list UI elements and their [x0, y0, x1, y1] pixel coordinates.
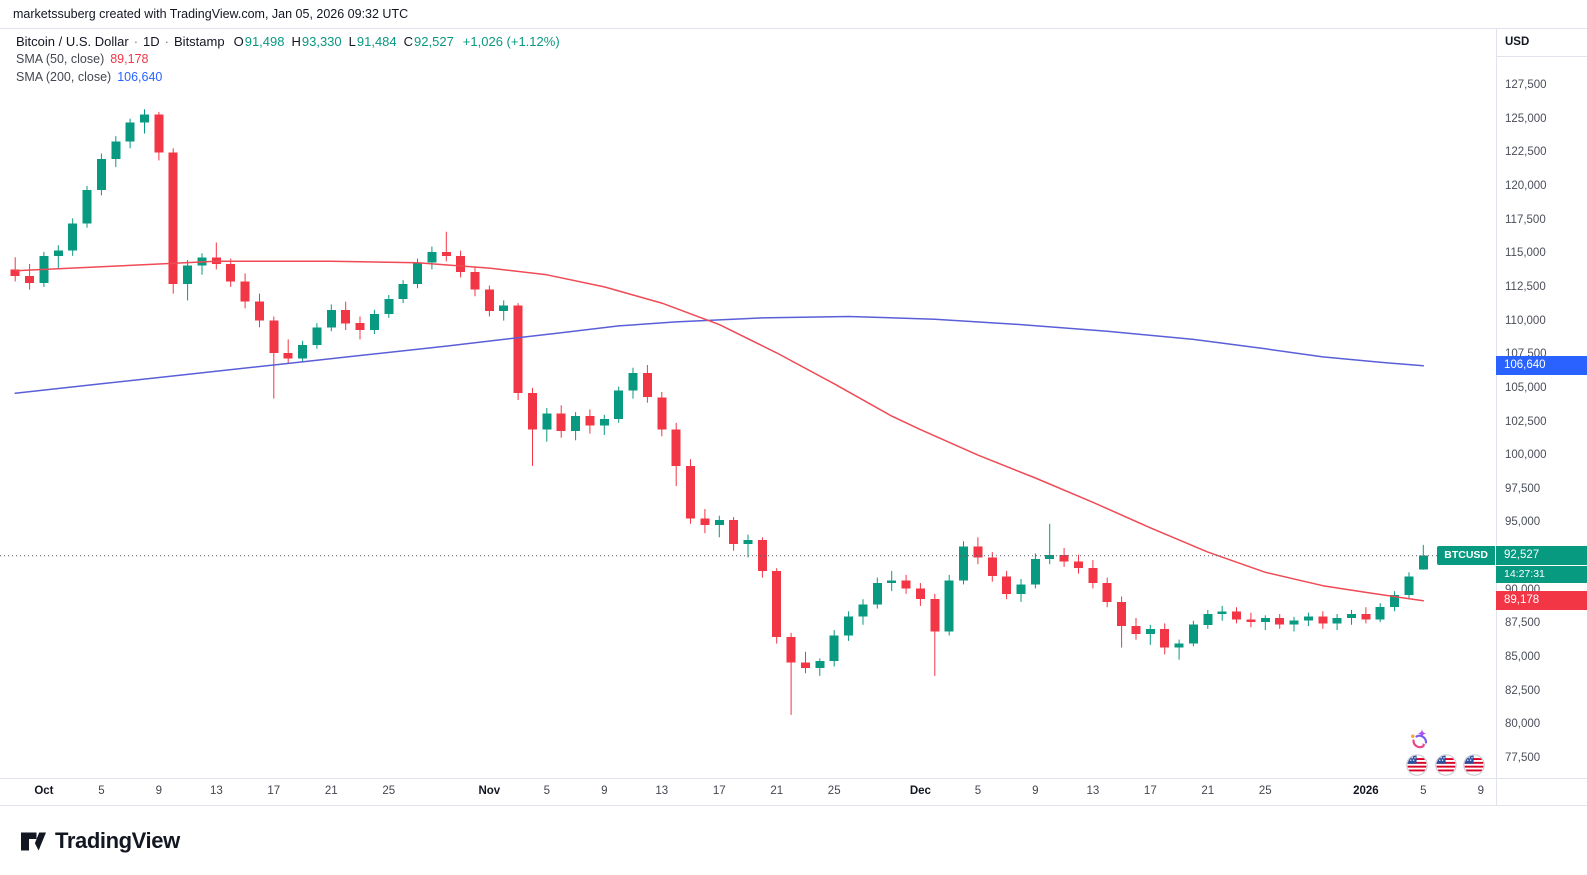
- separator-dot: ·: [133, 34, 139, 50]
- bar-countdown: 14:27:31: [1496, 566, 1587, 584]
- y-axis-label: 95,000: [1505, 516, 1541, 529]
- y-axis-label: 105,000: [1505, 381, 1547, 394]
- sma50-price-badge: 89,178: [1496, 591, 1587, 611]
- x-axis-label: 25: [382, 785, 396, 797]
- sma50-legend-row[interactable]: SMA (50, close) 89,178: [16, 51, 560, 69]
- price-chart-canvas[interactable]: [0, 29, 1587, 778]
- change-value: +1,026 (+1.12%): [462, 34, 560, 50]
- y-axis-label: 127,500: [1505, 79, 1547, 91]
- y-axis-label: 112,500: [1505, 280, 1546, 293]
- tradingview-logo-icon[interactable]: [18, 826, 48, 856]
- x-axis-label: 5: [1420, 785, 1427, 797]
- low-value: 91,484: [356, 34, 397, 50]
- sma200-line: [14, 315, 1425, 394]
- us-flag-coin-icon[interactable]: [1463, 754, 1485, 776]
- last-price-badge: BTCUSD 92,527: [1437, 546, 1587, 566]
- sma200-value: 106,640: [117, 69, 163, 84]
- sma50-label: SMA (50, close): [16, 52, 105, 67]
- y-axis-label: 110,000: [1505, 314, 1546, 327]
- close-value: 92,527: [414, 34, 454, 50]
- brand-name[interactable]: TradingView: [55, 827, 180, 853]
- x-axis-label: 5: [543, 785, 551, 797]
- x-axis-label: 21: [770, 785, 784, 797]
- y-axis-label: 80,000: [1505, 718, 1541, 731]
- open-label: O: [233, 34, 244, 50]
- x-axis-label: Oct: [34, 785, 54, 797]
- y-axis-label: 87,500: [1505, 617, 1541, 630]
- x-axis-label: Dec: [909, 785, 931, 797]
- interval-label[interactable]: 1D: [143, 34, 160, 50]
- x-axis-label: 13: [655, 785, 669, 797]
- x-axis-label: 25: [1258, 785, 1272, 797]
- x-axis-label: 17: [1143, 785, 1157, 797]
- y-axis-label: 117,500: [1505, 213, 1546, 226]
- x-axis-label: 17: [712, 785, 726, 797]
- chart-pane[interactable]: Bitcoin / U.S. Dollar · 1D · Bitstamp O9…: [0, 28, 1587, 806]
- symbol-legend-row[interactable]: Bitcoin / U.S. Dollar · 1D · Bitstamp O9…: [16, 33, 560, 51]
- x-axis-label: 9: [1032, 785, 1039, 797]
- y-axis-label: 125,000: [1505, 112, 1547, 125]
- time-axis[interactable]: Oct 5 9 13 17 21 25 Nov 5 9 13 17 21 25 Dec 5 9 13 17 21 25 2…: [0, 778, 1496, 805]
- y-axis-label: 82,500: [1505, 684, 1541, 697]
- y-axis-label: 85,000: [1505, 651, 1541, 664]
- high-label: H: [291, 34, 301, 50]
- x-axis-label: 13: [1086, 785, 1100, 797]
- x-axis-label: 17: [267, 785, 281, 797]
- x-axis-label: 21: [1201, 785, 1215, 797]
- sma200-label: SMA (200, close): [16, 69, 112, 84]
- y-axis-label: 122,500: [1505, 146, 1547, 159]
- exchange-label[interactable]: Bitstamp: [174, 34, 225, 50]
- y-axis-label: 120,000: [1505, 179, 1547, 192]
- x-axis-label: 5: [98, 785, 105, 797]
- candles: [10, 109, 1428, 715]
- close-label: C: [403, 34, 414, 50]
- chart-stickers[interactable]: [1400, 727, 1490, 779]
- x-axis-label: 9: [155, 785, 163, 797]
- x-axis-label: 13: [209, 785, 223, 797]
- us-flag-coin-icon[interactable]: [1435, 754, 1457, 776]
- y-axis-label: 102,500: [1505, 415, 1547, 428]
- x-axis-label: 21: [324, 785, 338, 797]
- x-axis-label: 5: [974, 785, 982, 797]
- currency-label: USD: [1497, 29, 1587, 57]
- y-axis-label: 100,000: [1505, 449, 1547, 462]
- x-axis-label: 25: [827, 785, 841, 797]
- high-value: 93,330: [301, 34, 342, 50]
- sma50-value: 89,178: [110, 52, 149, 67]
- sparkle-icon[interactable]: [1408, 727, 1432, 751]
- y-axis-label: 115,000: [1505, 247, 1546, 260]
- us-flag-coin-icon[interactable]: [1406, 754, 1428, 776]
- x-axis-label: Nov: [478, 785, 501, 797]
- legend: Bitcoin / U.S. Dollar · 1D · Bitstamp O9…: [16, 33, 560, 86]
- attribution-text: marketssuberg created with TradingView.c…: [13, 7, 409, 21]
- x-axis-label: 2026: [1353, 785, 1379, 797]
- symbol-title[interactable]: Bitcoin / U.S. Dollar: [16, 34, 129, 50]
- x-axis-label: 9: [1477, 785, 1485, 797]
- y-axis-label: 97,500: [1505, 482, 1541, 495]
- open-value: 91,498: [244, 34, 285, 50]
- price-axis[interactable]: USD 127,500 125,000 122,500 120,000 117,500 1…: [1496, 29, 1587, 778]
- low-label: L: [348, 34, 356, 50]
- footer: TradingView: [0, 806, 1587, 875]
- ohlc-readout: O91,498 H93,330 L91,484 C92,527 +1,026 (…: [234, 34, 560, 49]
- y-axis-label: 77,500: [1505, 752, 1541, 764]
- sma200-legend-row[interactable]: SMA (200, close) 106,640: [16, 68, 560, 86]
- sma200-price-badge: 106,640: [1496, 356, 1587, 376]
- axis-corner: [1496, 778, 1587, 805]
- sma50-line: [14, 260, 1425, 602]
- last-price-value: 92,527: [1496, 546, 1587, 566]
- x-axis-label: 9: [601, 785, 608, 797]
- separator-dot: ·: [164, 34, 170, 50]
- symbol-chip: BTCUSD: [1437, 546, 1495, 566]
